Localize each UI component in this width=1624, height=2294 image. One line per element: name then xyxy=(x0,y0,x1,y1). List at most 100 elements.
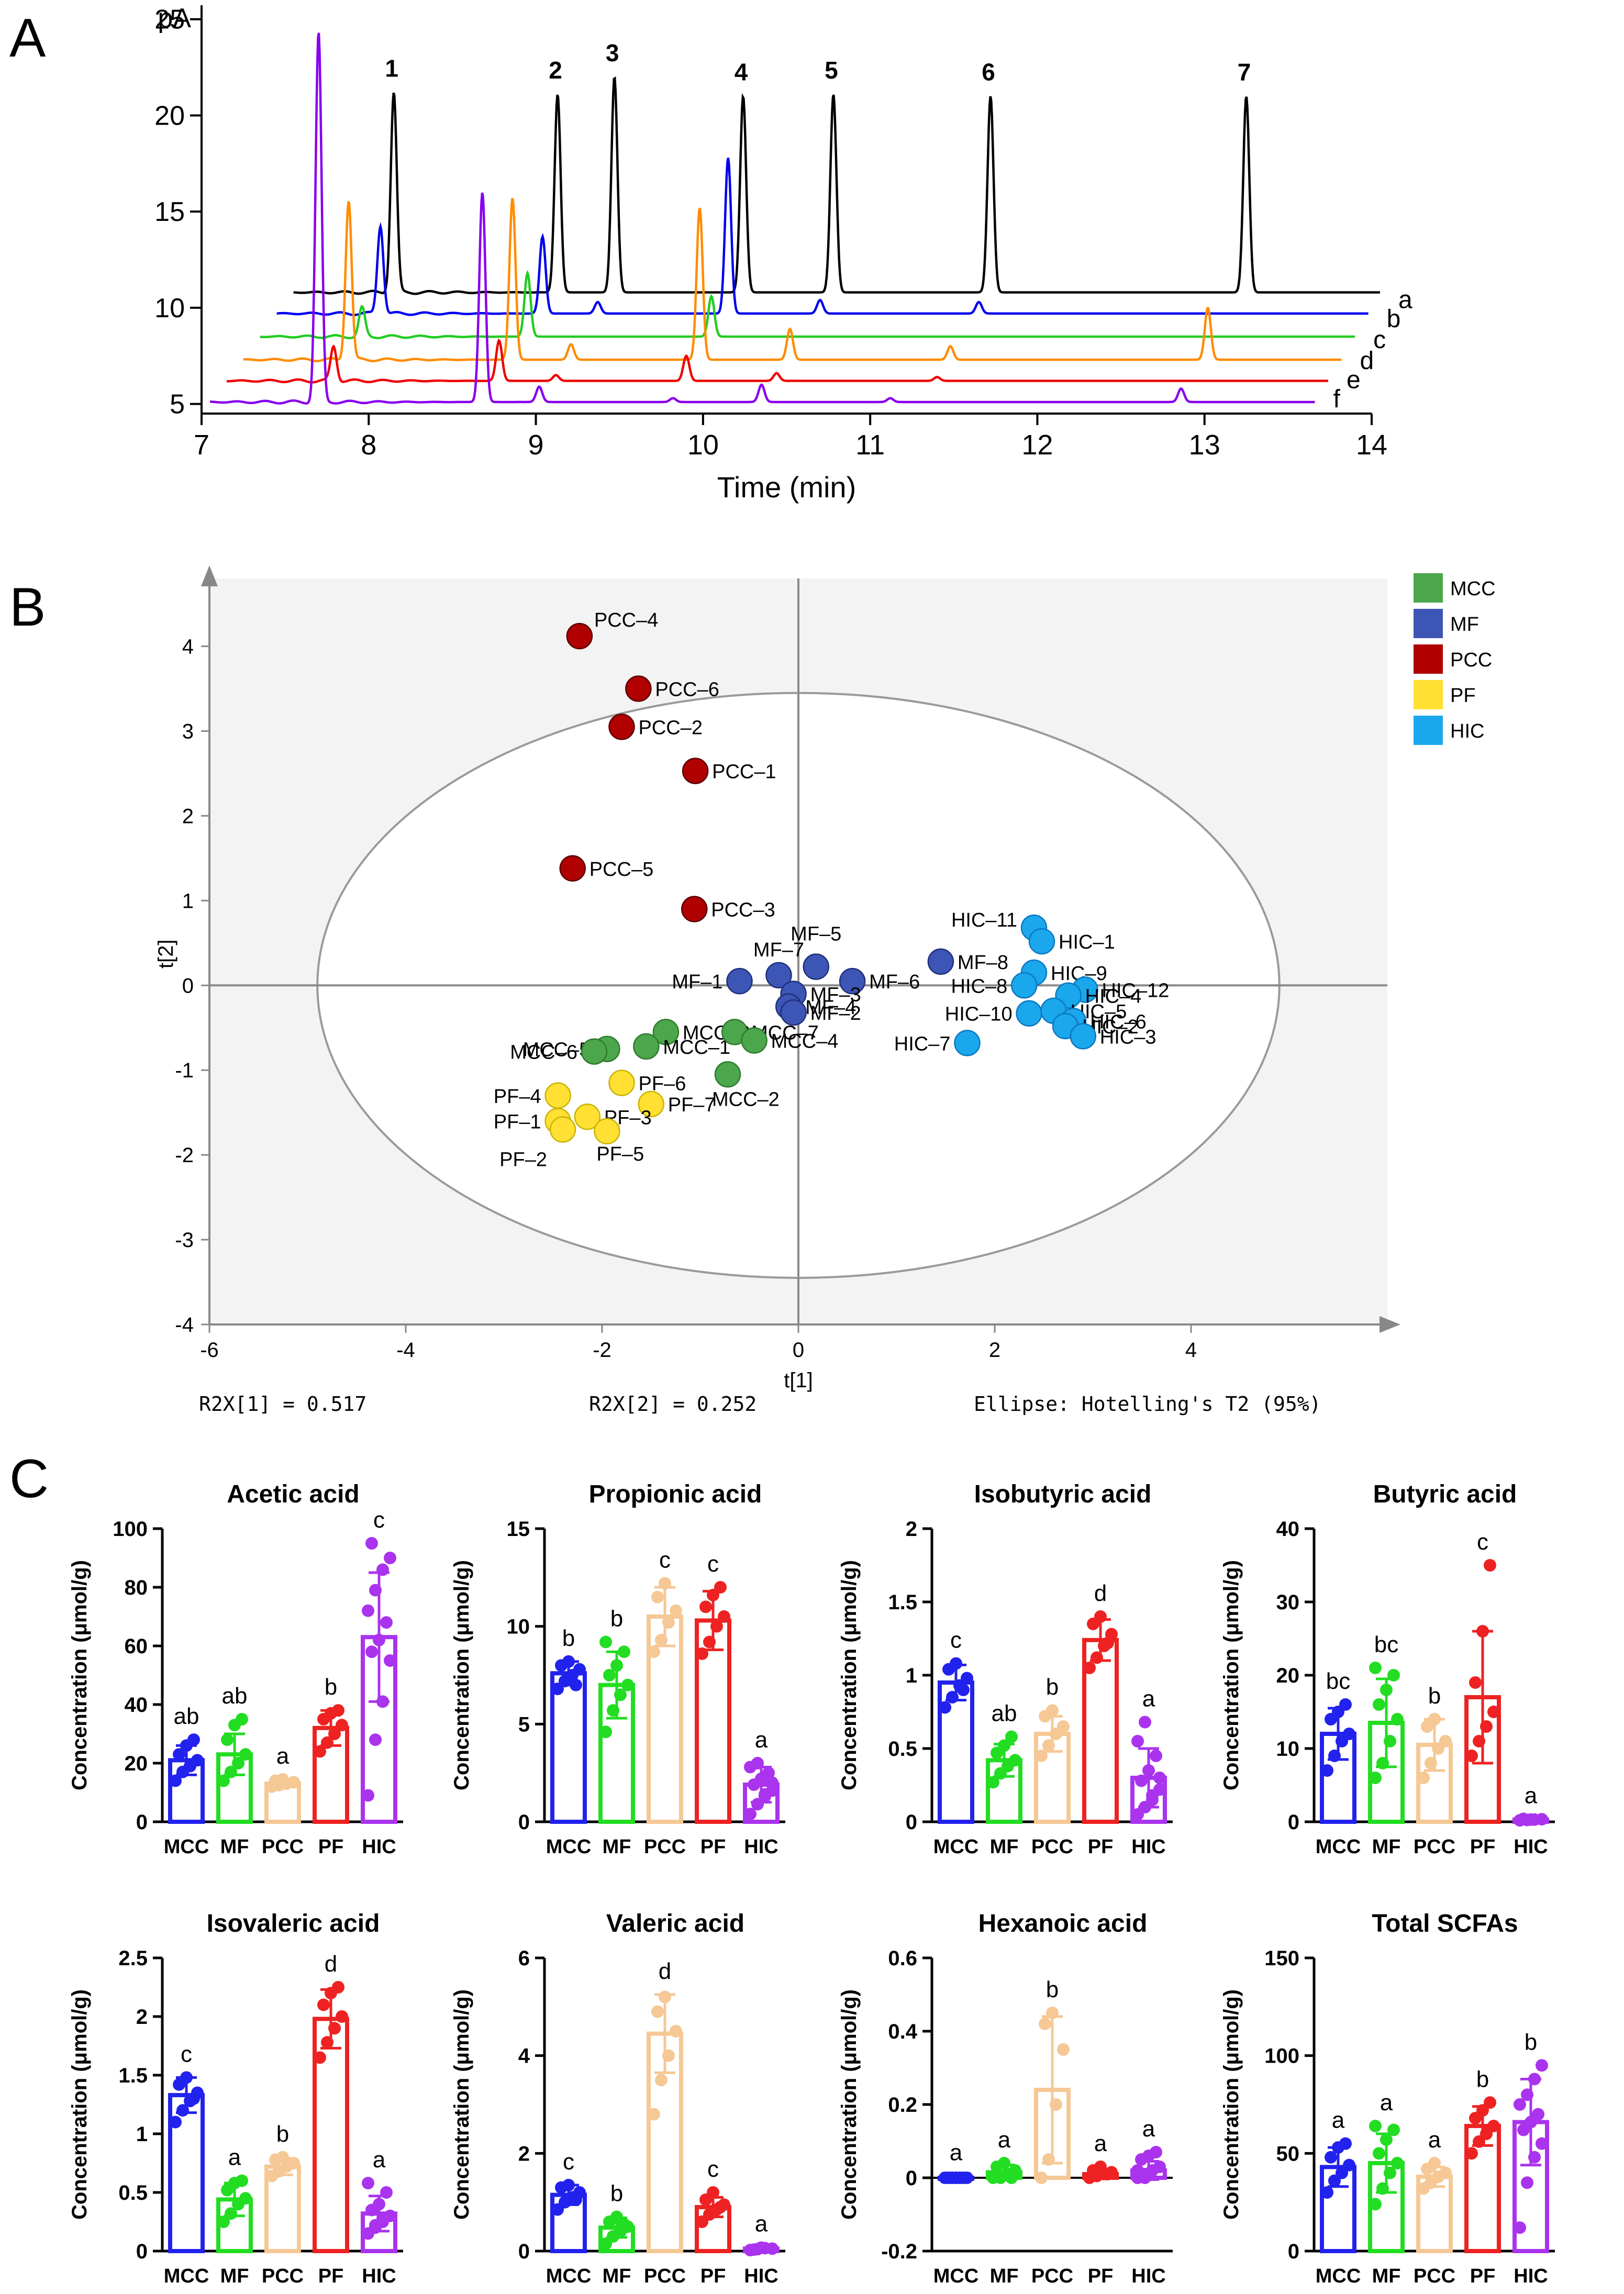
data-dot xyxy=(362,1604,374,1617)
category-label: HIC xyxy=(1131,1836,1165,1858)
data-dot xyxy=(276,1773,289,1786)
data-dot xyxy=(1083,1662,1096,1674)
data-dot xyxy=(1514,2221,1526,2234)
data-dot xyxy=(1480,1720,1493,1733)
category-label: MCC xyxy=(1316,2265,1361,2287)
data-dot xyxy=(998,2157,1010,2169)
y-axis-label: Concentration (μmol/g) xyxy=(68,1989,91,2220)
data-dot xyxy=(1057,2043,1070,2056)
score-point xyxy=(1028,928,1055,955)
significance-letter: c xyxy=(707,1551,719,1577)
y-axis-label: t[2] xyxy=(154,939,177,968)
data-dot xyxy=(570,2193,582,2206)
category-label: HIC xyxy=(1131,2265,1165,2287)
data-dot xyxy=(236,2174,248,2187)
point-label: HIC–4 xyxy=(1085,986,1142,1008)
trace-label-a: a xyxy=(1398,286,1412,314)
category-label: HIC xyxy=(744,2265,778,2287)
point-label: MCC–4 xyxy=(771,1031,839,1053)
trace-label-e: e xyxy=(1347,366,1361,394)
data-dot xyxy=(1046,1704,1059,1717)
data-dot xyxy=(607,1704,619,1717)
data-dot xyxy=(659,1577,671,1590)
data-dot xyxy=(1094,1610,1107,1623)
y-tick-label: 30 xyxy=(1276,1591,1300,1614)
subplot-hexanoic-acid: Hexanoic acid Concentration (μmol/g) -0.2 0… xyxy=(838,1910,1173,2287)
trace-label-b: b xyxy=(1387,305,1401,333)
data-dot xyxy=(699,1600,712,1613)
y-tick-label: 20 xyxy=(154,101,185,131)
score-point xyxy=(681,896,708,922)
category-label: PCC xyxy=(1031,2265,1073,2287)
pca-score-plot: -4 -3 -2 -1 0 1 2 3 4 -6 -4 -2 0 2 4 t[1] t[2] R2X[1] = 0… xyxy=(154,565,1496,1416)
data-dot xyxy=(1384,1735,1396,1747)
data-dot xyxy=(317,1998,330,2011)
point-label: HIC–12 xyxy=(1102,979,1170,1001)
data-dot xyxy=(651,2005,664,2018)
y-tick-label: 15 xyxy=(154,197,185,227)
y-axis-label: Concentration (μmol/g) xyxy=(1220,1560,1243,1790)
data-dot xyxy=(710,1620,723,1633)
data-dot xyxy=(1536,2137,1548,2150)
score-point xyxy=(633,1033,660,1060)
data-dot xyxy=(1091,1651,1103,1664)
significance-letter: b xyxy=(610,1606,623,1632)
trace-c xyxy=(260,270,1355,340)
peak-label: 2 xyxy=(549,57,562,84)
data-dot xyxy=(703,1635,716,1649)
data-dot xyxy=(1465,2147,1478,2160)
significance-letter: a xyxy=(1142,2116,1155,2142)
category-label: MCC xyxy=(164,2265,209,2287)
significance-letter: a xyxy=(755,1727,768,1753)
data-dot xyxy=(221,1733,233,1746)
data-dot xyxy=(1380,1684,1393,1696)
point-label: MCC–2 xyxy=(712,1088,780,1110)
data-dot xyxy=(610,1659,623,1672)
data-dot xyxy=(1153,1772,1166,1784)
data-dot xyxy=(373,1633,385,1646)
category-label: MCC xyxy=(1316,1836,1361,1858)
point-label: MF–1 xyxy=(672,971,722,993)
y-tick-label: 2 xyxy=(182,805,194,828)
data-dot xyxy=(1391,2157,1404,2169)
significance-letter: d xyxy=(325,1951,337,1977)
x-tick-label: 14 xyxy=(1356,429,1387,461)
panel-label-b: B xyxy=(9,577,46,638)
category-label: HIC xyxy=(362,1836,396,1858)
score-point xyxy=(780,999,807,1026)
score-point xyxy=(741,1027,767,1054)
trace-f xyxy=(210,32,1315,405)
y-tick-label: 5 xyxy=(518,1713,530,1736)
subplot-total-scfas: Total SCFAs Concentration (μmol/g) 0 50 100 1… xyxy=(1220,1910,1555,2287)
data-dot xyxy=(1042,1739,1055,1752)
data-dot xyxy=(365,1645,378,1658)
score-point xyxy=(803,953,829,980)
data-dot xyxy=(362,2177,374,2190)
score-point xyxy=(954,1030,981,1056)
data-dot xyxy=(173,1748,185,1761)
y-tick-label: 0 xyxy=(906,1811,917,1834)
data-dot xyxy=(1369,2120,1382,2133)
data-dot xyxy=(1536,2059,1548,2072)
category-label: PF xyxy=(1088,1836,1114,1858)
data-dot xyxy=(1439,1735,1452,1747)
subplot-title: Isovaleric acid xyxy=(207,1910,380,1937)
legend-swatch xyxy=(1414,644,1443,674)
point-label: PF–5 xyxy=(596,1143,644,1165)
data-dot xyxy=(1057,1720,1070,1733)
bar-MCC xyxy=(550,1671,587,1824)
data-dot xyxy=(648,1645,660,1658)
legend-swatch xyxy=(1414,573,1443,603)
y-tick-label: 20 xyxy=(125,1752,148,1775)
y-tick-label: 0.6 xyxy=(888,1947,917,1970)
data-dot xyxy=(314,2051,326,2064)
significance-letter: a xyxy=(950,2140,963,2166)
peak-label: 1 xyxy=(385,54,398,82)
category-label: MCC xyxy=(546,2265,592,2287)
point-label: MCC–5 xyxy=(523,1039,591,1061)
y-axis-label: Concentration (μmol/g) xyxy=(1220,1989,1243,2220)
score-point xyxy=(608,1070,635,1096)
panel-label-a: A xyxy=(9,8,46,69)
point-label: PCC–4 xyxy=(594,609,659,631)
category-label: MF xyxy=(1372,2265,1401,2287)
